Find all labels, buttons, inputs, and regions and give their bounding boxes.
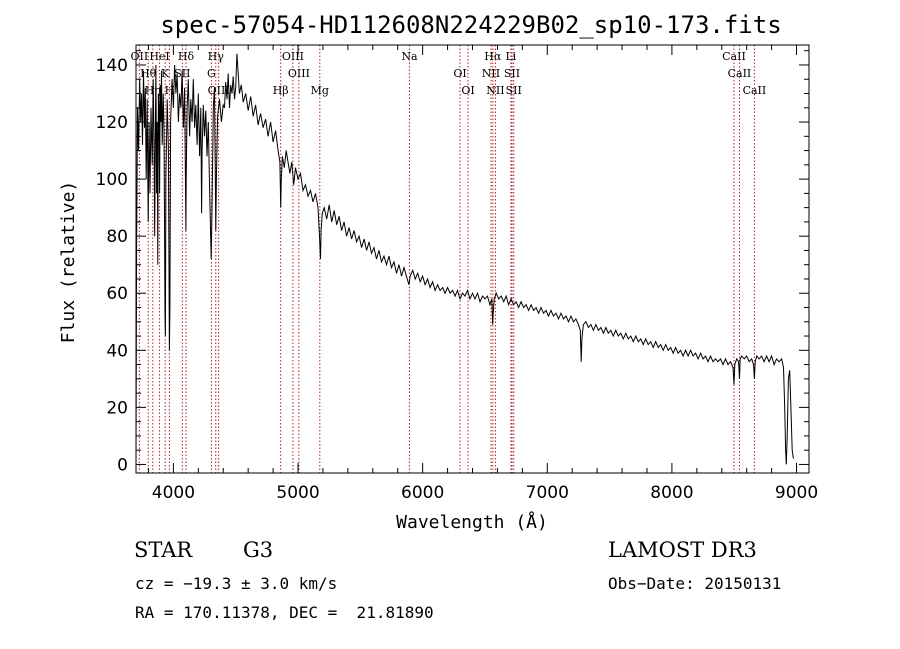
- line-marker-label: Hβ: [273, 84, 289, 97]
- line-marker-label: OI: [453, 67, 466, 80]
- y-tick-label: 100: [96, 170, 128, 190]
- line-marker-label: CaII: [728, 67, 752, 80]
- line-marker-label: Li: [505, 50, 516, 63]
- line-marker-label: SII: [504, 67, 520, 80]
- y-tick-label: 120: [96, 113, 128, 133]
- flux-series-line: [135, 53, 794, 465]
- line-marker-label: Mg: [311, 84, 329, 97]
- line-marker-label: CaII: [722, 50, 746, 63]
- line-marker-label: G: [207, 67, 216, 80]
- object-class: STAR: [134, 538, 193, 562]
- y-tick-label: 0: [117, 455, 128, 475]
- line-marker-label: Na: [401, 50, 418, 63]
- line-marker-label: SII: [506, 84, 522, 97]
- y-axis-label: Flux (relative): [58, 181, 79, 344]
- y-axis: 0 20 40 60 80 100 120 140: [96, 50, 809, 475]
- line-marker-label: K: [161, 67, 170, 80]
- spectral-line-markers: [138, 45, 755, 473]
- x-tick-label: 8000: [650, 483, 693, 503]
- survey-name: LAMOST DR3: [608, 538, 757, 562]
- x-tick-label: 9000: [775, 483, 818, 503]
- x-axis: 4000 5000 6000 7000 8000 9000: [147, 45, 818, 503]
- y-tick-label: 40: [106, 341, 128, 361]
- line-marker-label: CaII: [743, 84, 767, 97]
- line-marker-label: Hθ: [140, 67, 157, 80]
- coordinates: RA = 170.11378, DEC = 21.81890: [135, 603, 434, 622]
- line-marker-label: OIII: [282, 50, 304, 63]
- line-marker-label: HeI: [149, 50, 169, 63]
- line-marker-label: OIII: [208, 84, 230, 97]
- obs-date: Obs−Date: 20150131: [608, 574, 782, 593]
- redshift-cz: cz = −19.3 ± 3.0 km/s: [135, 574, 338, 593]
- x-tick-label: 6000: [401, 483, 444, 503]
- line-marker-label: Hδ: [178, 50, 195, 63]
- y-tick-label: 20: [106, 398, 128, 418]
- plot-frame: [135, 44, 810, 474]
- line-marker-label: OI: [461, 84, 474, 97]
- line-marker-label: OIII: [288, 67, 310, 80]
- y-tick-label: 80: [106, 227, 128, 247]
- y-tick-label: 60: [106, 284, 128, 304]
- line-marker-label: NII: [482, 67, 500, 80]
- line-marker-label: Hγ: [208, 50, 225, 63]
- line-marker-label: OII: [131, 50, 149, 63]
- x-tick-label: 4000: [152, 483, 195, 503]
- chart-title: spec-57054-HD112608N224229B02_sp10-173.f…: [160, 11, 781, 39]
- line-marker-label: Hα: [484, 50, 502, 63]
- y-tick-label: 140: [96, 56, 128, 76]
- x-tick-label: 7000: [526, 483, 569, 503]
- x-axis-label: Wavelength (Å): [396, 511, 548, 533]
- line-marker-label: NII: [486, 84, 504, 97]
- object-subclass: G3: [243, 538, 274, 562]
- line-marker-label: H: [165, 84, 175, 97]
- x-tick-label: 5000: [276, 483, 319, 503]
